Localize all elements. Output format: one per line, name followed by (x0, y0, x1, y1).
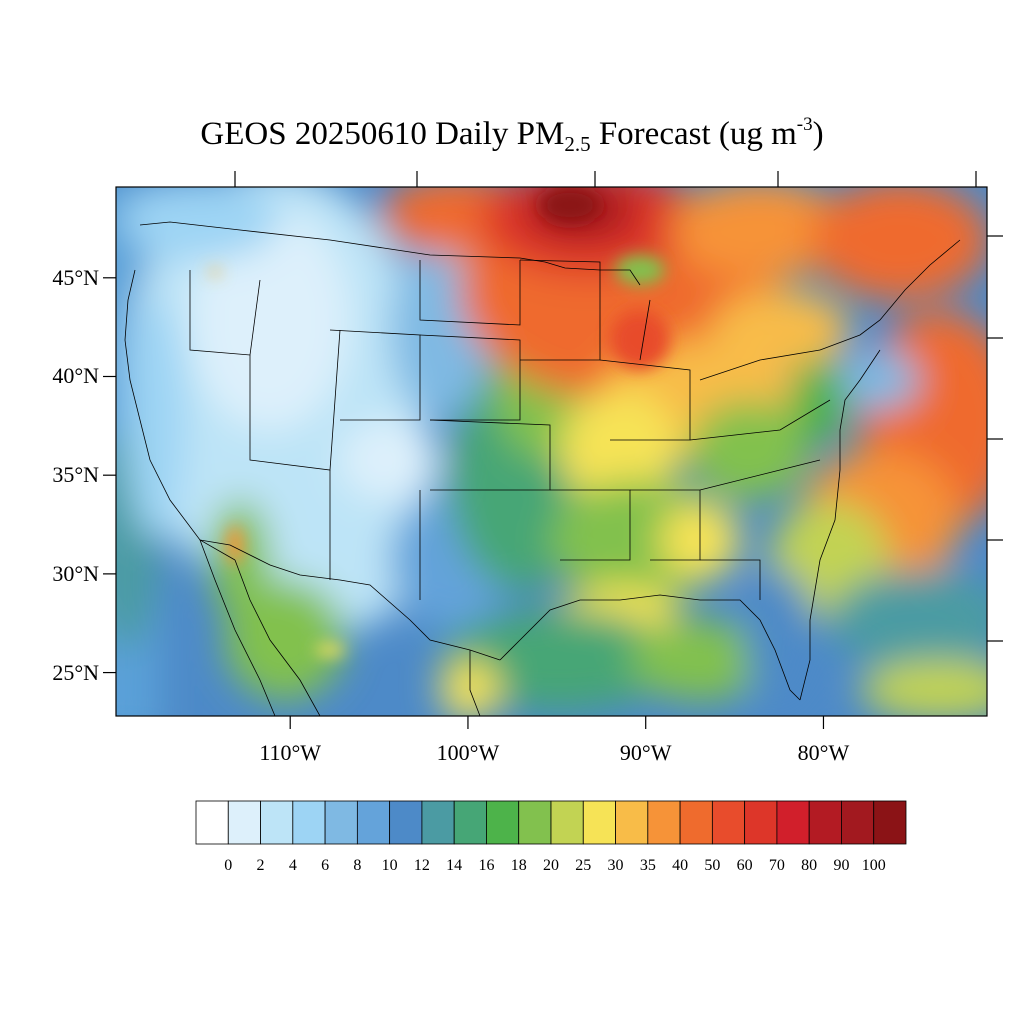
axis-ticks (103, 171, 1003, 729)
map-title: GEOS 20250610 Daily PM2.5 Forecast (ug m… (200, 114, 824, 156)
colorbar-swatch (873, 800, 907, 845)
colorbar-swatch (260, 800, 294, 845)
colorbar-swatch (744, 800, 778, 845)
colorbar-swatch (550, 800, 584, 845)
colorbar-swatch (776, 800, 810, 845)
colorbar-level-label: 50 (704, 857, 721, 874)
colorbar-level-label: 14 (446, 857, 463, 874)
lon-tick-label: 110°W (259, 740, 322, 765)
lon-tick-label: 90°W (619, 740, 672, 765)
colorbar-swatch (582, 800, 616, 845)
colorbar-level-label: 8 (353, 857, 362, 874)
colorbar-level-label: 10 (381, 857, 398, 874)
lat-tick-label: 35°N (52, 462, 99, 488)
colorbar-swatch (486, 800, 520, 845)
colorbar-swatch (615, 800, 649, 845)
colorbar-level-label: 60 (736, 857, 753, 874)
colorbar-swatch (518, 800, 552, 845)
colorbar-swatch (195, 800, 229, 845)
colorbar-level-label: 30 (607, 857, 624, 874)
lon-tick-label: 80°W (797, 740, 850, 765)
colorbar-swatch (356, 800, 391, 845)
colorbar-swatch (647, 800, 681, 845)
colorbar-swatch (679, 800, 713, 845)
lon-tick-label: 100°W (436, 740, 500, 765)
boundaries-overlay (124, 221, 961, 716)
colorbar-swatch (711, 800, 746, 845)
map-frame (115, 186, 988, 717)
colorbar-level-label: 2 (256, 857, 265, 874)
colorbar-level-label: 100 (861, 857, 886, 874)
colorbar-level-label: 90 (833, 857, 850, 874)
colorbar-level-label: 6 (321, 857, 330, 874)
colorbar (195, 800, 907, 845)
colorbar-level-label: 0 (224, 857, 233, 874)
colorbar-level-label: 20 (543, 857, 559, 874)
colorbar-level-label: 16 (478, 857, 495, 874)
colorbar-swatch (841, 800, 875, 845)
colorbar-swatch (324, 800, 358, 845)
lat-tick-label: 30°N (52, 560, 99, 586)
colorbar-swatch (292, 800, 326, 845)
colorbar-swatch (227, 800, 261, 845)
colorbar-level-label: 40 (672, 857, 689, 874)
colorbar-swatch (808, 800, 842, 845)
colorbar-level-label: 25 (575, 857, 592, 874)
lat-tick-label: 45°N (52, 264, 99, 290)
colorbar-level-label: 80 (801, 857, 818, 874)
colorbar-level-label: 4 (288, 857, 297, 874)
colorbar-level-label: 12 (413, 857, 430, 874)
colorbar-swatch (453, 800, 487, 845)
pm25-field (116, 187, 987, 716)
lat-tick-label: 25°N (52, 659, 99, 685)
colorbar-level-label: 70 (768, 857, 785, 874)
colorbar-level-label: 35 (639, 857, 656, 874)
colorbar-level-label: 18 (510, 857, 527, 874)
lat-tick-label: 40°N (52, 363, 99, 389)
colorbar-swatch (389, 800, 423, 845)
colorbar-swatch (421, 800, 455, 845)
